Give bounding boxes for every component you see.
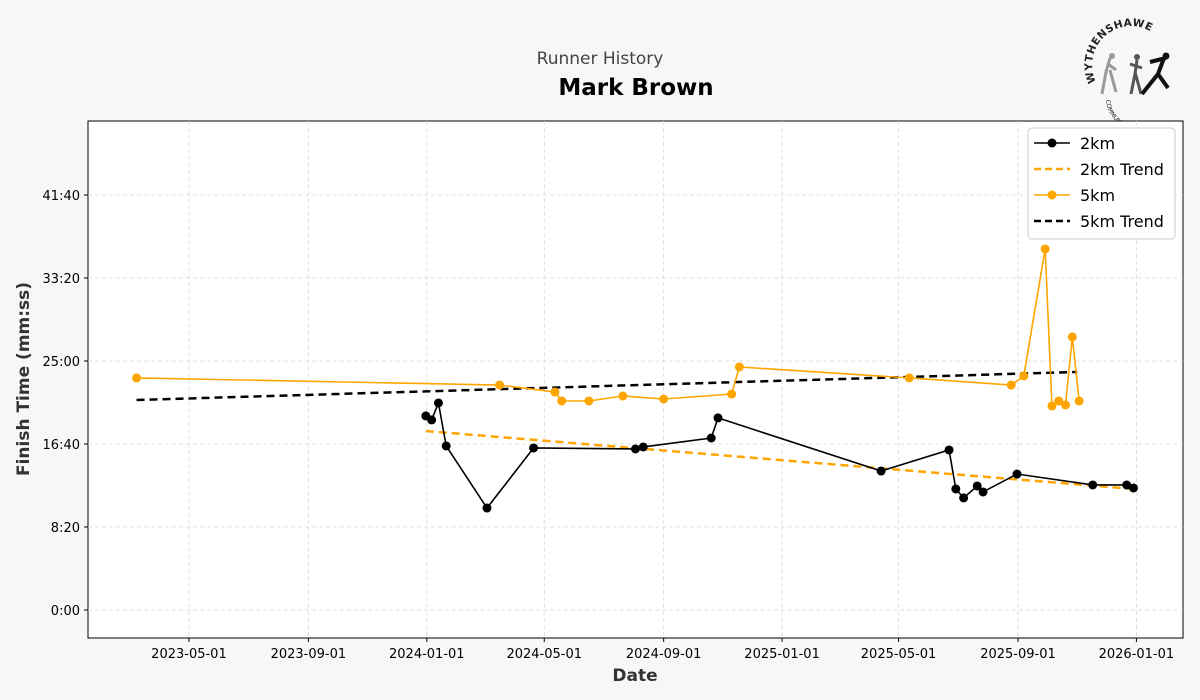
legend-label: 2km — [1080, 134, 1115, 153]
data-point — [1012, 469, 1022, 479]
legend-box — [1027, 127, 1176, 240]
data-point — [1054, 396, 1064, 406]
x-tick-label: 2024-01-01 — [389, 647, 465, 662]
trend-line — [136, 370, 1078, 402]
data-point — [584, 396, 594, 406]
legend-label: 5km Trend — [1080, 212, 1164, 231]
y-tick-label: 16:40 — [43, 438, 80, 453]
x-tick-label: 2025-01-01 — [744, 647, 820, 662]
data-point — [944, 445, 954, 455]
y-tick-label: 8:20 — [51, 521, 80, 536]
data-point — [557, 396, 567, 406]
x-tick-label: 2025-09-01 — [980, 647, 1056, 662]
data-point — [433, 398, 443, 408]
data-point — [659, 394, 669, 404]
legend-marker — [1047, 190, 1057, 200]
data-point — [951, 484, 961, 494]
x-tick-label: 2024-09-01 — [626, 647, 702, 662]
data-point — [972, 481, 982, 491]
data-point — [904, 373, 914, 383]
legend: 2km 2km Trend 5km 5km Trend — [1027, 127, 1176, 240]
data-point — [978, 487, 988, 497]
data-point — [495, 380, 505, 390]
data-point — [713, 413, 723, 423]
series-2km-trend — [425, 429, 1134, 491]
x-tick-label: 2025-05-01 — [861, 647, 937, 662]
svg-text:WYTHENSHAWE: WYTHENSHAWE — [1083, 17, 1155, 85]
data-point — [1061, 400, 1071, 410]
trend-line — [425, 429, 1134, 491]
data-point — [529, 443, 539, 453]
chart-subtitle: Runner History — [537, 49, 664, 69]
data-point — [638, 442, 648, 452]
logo-top-text: WYTHENSHAWE — [1083, 17, 1154, 85]
x-tick-label: 2024-05-01 — [506, 647, 582, 662]
data-point — [132, 373, 142, 383]
legend-label: 5km — [1080, 186, 1115, 205]
club-logo: WYTHENSHAWE COMMUNITY RUN — [1083, 17, 1170, 132]
y-tick-label: 33:20 — [43, 272, 80, 287]
data-point — [618, 391, 628, 401]
legend-label: 2km Trend — [1080, 160, 1164, 179]
data-point — [959, 493, 969, 503]
y-tick-label: 41:40 — [43, 189, 80, 204]
data-point — [734, 362, 744, 372]
series-2km — [421, 398, 1138, 513]
series-5km — [132, 244, 1084, 411]
x-axis-label: Date — [612, 666, 657, 686]
data-point — [1040, 244, 1050, 254]
x-tick-label: 2023-09-01 — [271, 647, 347, 662]
data-point — [1019, 371, 1029, 381]
data-point — [876, 466, 886, 476]
series-line — [425, 400, 1134, 510]
plot-area — [87, 120, 1184, 639]
data-point — [482, 503, 492, 513]
data-point — [1128, 483, 1138, 493]
data-point — [427, 415, 437, 425]
data-point — [1122, 480, 1132, 490]
legend-marker — [1047, 138, 1057, 148]
series-5km-trend — [136, 370, 1078, 402]
data-point — [727, 389, 737, 399]
chart-title: Mark Brown — [558, 75, 713, 101]
data-point — [1074, 396, 1084, 406]
data-point — [441, 441, 451, 451]
y-tick-label: 25:00 — [43, 355, 80, 370]
data-point — [1088, 480, 1098, 490]
data-point — [706, 433, 716, 443]
data-point — [1067, 332, 1077, 342]
y-tick-label: 0:00 — [51, 604, 80, 619]
x-tick-label: 2023-05-01 — [151, 647, 227, 662]
data-point — [1006, 380, 1016, 390]
y-axis-label: Finish Time (mm:ss) — [14, 282, 34, 476]
data-point — [550, 387, 560, 397]
data-point — [631, 444, 640, 454]
data-point — [1047, 401, 1057, 411]
x-tick-label: 2026-01-01 — [1099, 647, 1175, 662]
